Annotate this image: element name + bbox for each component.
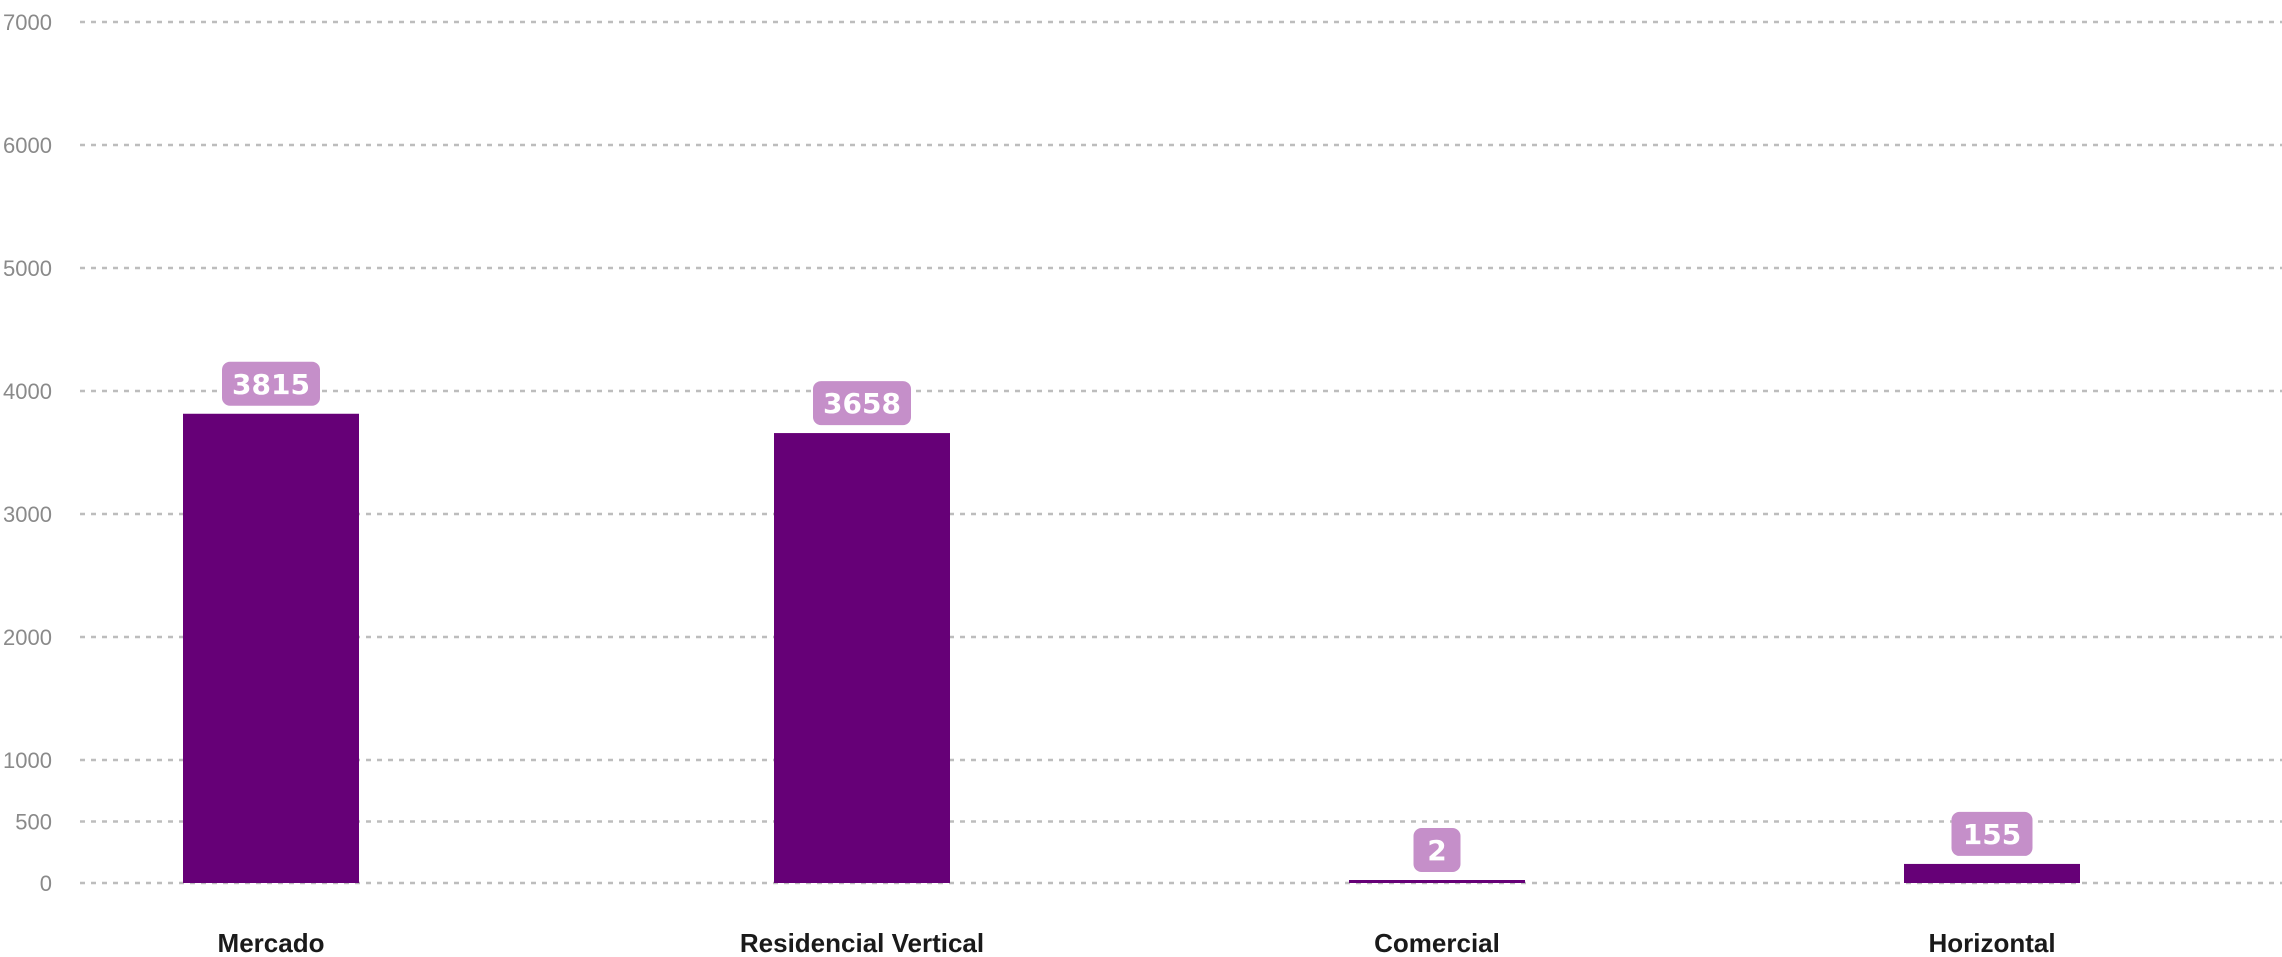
- y-tick-label: 7000: [3, 10, 52, 35]
- bar-comercial: [1349, 880, 1525, 883]
- bars: [183, 413, 2080, 883]
- data-label-value: 3815: [232, 368, 310, 401]
- y-tick-label: 3000: [3, 502, 52, 527]
- y-tick-label: 0: [40, 871, 52, 896]
- data-label-value: 155: [1963, 818, 2021, 851]
- x-category-label: Residencial Vertical: [740, 928, 984, 957]
- data-label-horizontal: 155: [1951, 811, 2033, 856]
- data-label-comercial: 2: [1413, 828, 1461, 872]
- data-label-badge: [222, 361, 320, 406]
- grid-layer: [80, 20, 2282, 885]
- y-tick-label: 4000: [3, 379, 52, 404]
- x-category-label: Horizontal: [1928, 928, 2055, 957]
- y-tick-label: 500: [15, 810, 52, 835]
- data-label-mercado: 3815: [222, 361, 320, 406]
- data-label-badge: [813, 381, 911, 426]
- bar-residencial-vertical: [774, 433, 950, 883]
- x-category-label: Comercial: [1374, 928, 1500, 957]
- x-category-label: Mercado: [218, 928, 325, 957]
- bar-horizontal: [1904, 863, 2080, 883]
- data-label-value: 3658: [823, 387, 901, 420]
- y-tick-label: 6000: [3, 133, 52, 158]
- data-label-badge: [1413, 828, 1461, 872]
- y-tick-label: 5000: [3, 256, 52, 281]
- y-tick-label: 1000: [3, 748, 52, 773]
- bar-mercado: [183, 413, 359, 883]
- x-axis-category-labels: Mercado Residencial Vertical Comercial Hori…: [218, 928, 2056, 957]
- data-label-value: 2: [1427, 834, 1446, 867]
- y-tick-label: 2000: [3, 625, 52, 650]
- data-label-residencial-vertical: 3658: [813, 381, 911, 426]
- data-label-badge: [1951, 811, 2033, 856]
- y-axis-tick-labels: 0 500 1000 2000 3000 4000 5000 6000 7000: [3, 10, 52, 896]
- data-labels: 3815 3658 2 155: [222, 361, 2033, 872]
